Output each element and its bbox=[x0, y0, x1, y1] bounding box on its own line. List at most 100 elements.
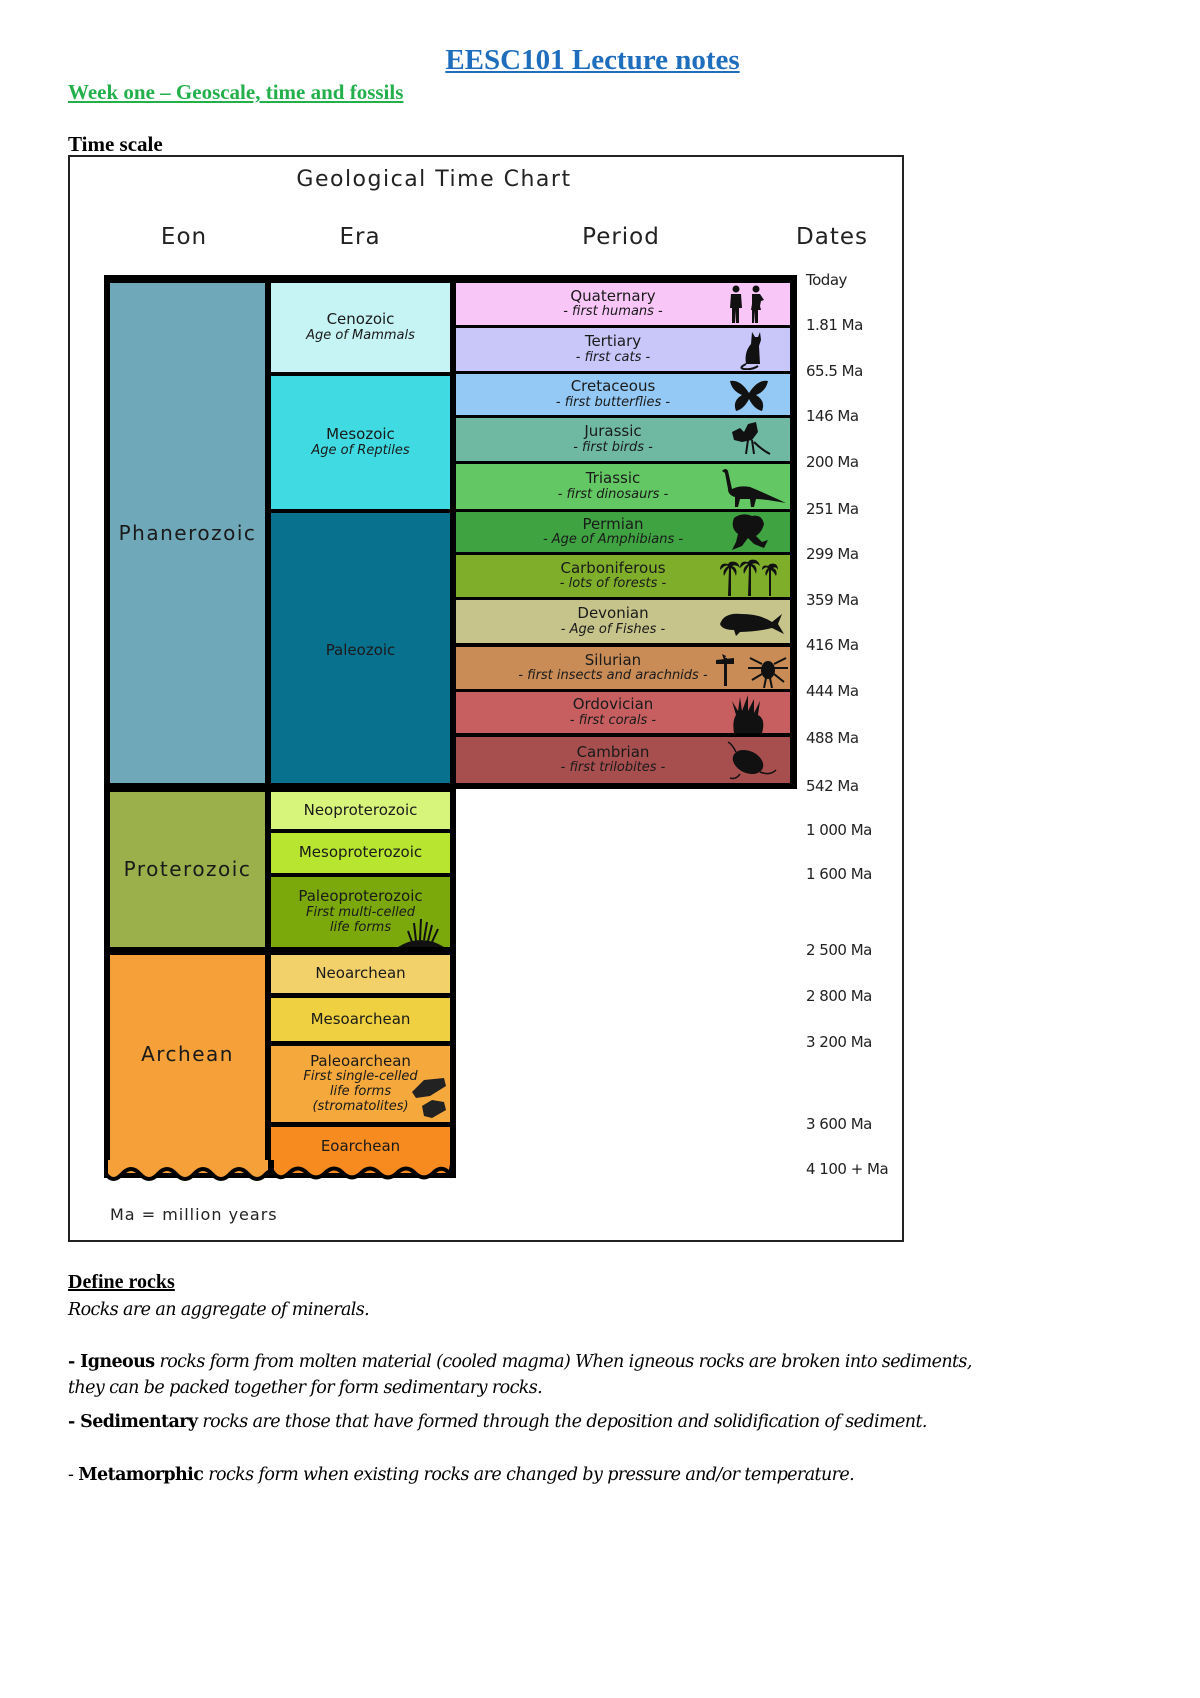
fish-icon bbox=[716, 602, 786, 642]
date-label: 200 Ma bbox=[806, 453, 859, 471]
multicelled-life-icon bbox=[398, 918, 444, 947]
date-label: 416 Ma bbox=[806, 636, 859, 654]
document-subtitle: Week one – Geoscale, time and fossils bbox=[68, 80, 404, 104]
cat-icon bbox=[718, 330, 780, 370]
period-silurian: Silurian - first insects and arachnids - bbox=[456, 647, 790, 689]
period-label: Carboniferous bbox=[560, 558, 666, 577]
era-note: First single-celled bbox=[303, 1069, 418, 1085]
period-note: - first humans - bbox=[563, 304, 663, 320]
butterfly-icon bbox=[718, 375, 780, 415]
rock-term: Igneous bbox=[80, 1352, 155, 1372]
date-label: 251 Ma bbox=[806, 500, 859, 518]
chart-legend: Ma = million years bbox=[110, 1205, 278, 1224]
era-note: life forms bbox=[329, 1084, 392, 1100]
rock-term: Metamorphic bbox=[78, 1465, 204, 1485]
era-label: Neoproterozoic bbox=[303, 800, 418, 819]
period-label: Cambrian bbox=[576, 742, 650, 761]
period-label: Ordovician bbox=[572, 695, 654, 714]
period-ordovician: Ordovician - first corals - bbox=[456, 692, 790, 733]
eon-label: Archean bbox=[141, 1041, 234, 1066]
palm-trees-icon bbox=[718, 556, 780, 596]
era-mesoproterozoic: Mesoproterozoic bbox=[271, 833, 450, 873]
era-note: First multi-celled bbox=[306, 904, 415, 920]
period-label: Jurassic bbox=[584, 422, 642, 441]
period-label: Cretaceous bbox=[570, 377, 656, 396]
date-label: 299 Ma bbox=[806, 545, 859, 563]
era-label: Eoarchean bbox=[320, 1137, 401, 1156]
rocks-intro-text: Rocks are an aggregate of minerals. bbox=[68, 1300, 370, 1320]
chart-title-text: Geological Time Chart bbox=[296, 167, 572, 192]
column-header-dates: Dates bbox=[796, 224, 868, 250]
era-label: Paleoarchean bbox=[310, 1051, 411, 1070]
rock-type-sedimentary: - Sedimentary rocks are those that have … bbox=[68, 1409, 988, 1435]
date-label: 65.5 Ma bbox=[806, 362, 863, 380]
rock-description: rocks form from molten material (cooled … bbox=[68, 1352, 972, 1398]
era-neoproterozoic: Neoproterozoic bbox=[271, 792, 450, 829]
period-triassic: Triassic - first dinosaurs - bbox=[456, 464, 790, 509]
era-paleozoic: Paleozoic bbox=[271, 513, 450, 783]
eon-proterozoic: Proterozoic bbox=[110, 792, 265, 947]
date-label: 3 600 Ma bbox=[806, 1115, 872, 1133]
era-note: Age of Reptiles bbox=[311, 442, 410, 458]
eon-label: Proterozoic bbox=[123, 857, 252, 881]
insect-spider-icon bbox=[714, 648, 790, 689]
era-note: Age of Mammals bbox=[306, 327, 415, 343]
period-carboniferous: Carboniferous - lots of forests - bbox=[456, 555, 790, 597]
date-label: 4 100 + Ma bbox=[806, 1160, 889, 1178]
period-note: - first trilobites - bbox=[560, 760, 666, 776]
date-label: 2 500 Ma bbox=[806, 941, 872, 959]
period-cambrian: Cambrian - first trilobites - bbox=[456, 737, 790, 783]
date-label: Today bbox=[806, 271, 847, 289]
rock-type-metamorphic: - Metamorphic rocks form when existing r… bbox=[68, 1462, 988, 1488]
date-label: 3 200 Ma bbox=[806, 1033, 872, 1051]
document-title-text: EESC101 Lecture notes bbox=[445, 44, 740, 76]
era-label: Paleoproterozoic bbox=[298, 887, 423, 906]
date-label: 444 Ma bbox=[806, 682, 859, 700]
bullet-dash: - bbox=[68, 1352, 81, 1372]
date-label: 359 Ma bbox=[806, 591, 859, 609]
rock-term: Sedimentary bbox=[80, 1412, 198, 1432]
date-label: 146 Ma bbox=[806, 407, 859, 425]
period-jurassic: Jurassic - first birds - bbox=[456, 418, 790, 461]
eon-label: Phanerozoic bbox=[118, 520, 257, 545]
era-label: Mesoproterozoic bbox=[298, 843, 423, 862]
era-cenozoic: Cenozoic Age of Mammals bbox=[271, 283, 450, 372]
column-header-era: Era bbox=[339, 224, 381, 250]
period-label: Silurian bbox=[584, 650, 642, 669]
section-heading-define-rocks: Define rocks bbox=[68, 1271, 175, 1293]
chart-title: Geological Time Chart bbox=[68, 167, 904, 192]
era-label: Mesoarchean bbox=[310, 1009, 411, 1028]
era-note: life forms bbox=[329, 919, 392, 935]
date-label: 1 600 Ma bbox=[806, 865, 872, 883]
stromatolite-icon bbox=[412, 1078, 446, 1118]
coral-icon bbox=[718, 693, 780, 733]
eon-phanerozoic: Phanerozoic bbox=[110, 283, 265, 783]
document-title: EESC101 Lecture notes bbox=[0, 44, 1185, 77]
era-neoarchean: Neoarchean bbox=[271, 955, 450, 993]
period-note: - Age of Fishes - bbox=[560, 621, 666, 637]
bullet-dash: - bbox=[68, 1465, 79, 1485]
period-tertiary: Tertiary - first cats - bbox=[456, 328, 790, 371]
period-note: - first butterflies - bbox=[555, 394, 671, 410]
wavy-bottom-edge bbox=[104, 1160, 455, 1181]
rock-description: rocks form when existing rocks are chang… bbox=[203, 1465, 855, 1485]
date-label: 1.81 Ma bbox=[806, 316, 863, 334]
column-header-eon: Eon bbox=[160, 224, 208, 250]
period-label: Triassic bbox=[585, 469, 641, 488]
section-heading-time-scale: Time scale bbox=[68, 132, 163, 156]
date-label: 488 Ma bbox=[806, 729, 859, 747]
frog-icon bbox=[718, 512, 780, 552]
era-label: Neoarchean bbox=[315, 964, 406, 983]
period-note: - first birds - bbox=[573, 439, 653, 455]
rock-type-igneous: - Igneous rocks form from molten materia… bbox=[68, 1349, 988, 1401]
bird-icon bbox=[718, 420, 780, 460]
period-permian: Permian - Age of Amphibians - bbox=[456, 512, 790, 552]
rocks-intro: Rocks are an aggregate of minerals. bbox=[68, 1297, 988, 1323]
period-note: - lots of forests - bbox=[559, 576, 667, 592]
column-header-period: Period bbox=[582, 224, 660, 250]
period-quaternary: Quaternary - first humans - bbox=[456, 283, 790, 325]
bullet-dash: - bbox=[68, 1412, 81, 1432]
humans-icon bbox=[718, 284, 780, 324]
rock-description: rocks are those that have formed through… bbox=[197, 1412, 927, 1432]
era-paleoarchean: Paleoarchean First single-celled life fo… bbox=[271, 1046, 450, 1122]
